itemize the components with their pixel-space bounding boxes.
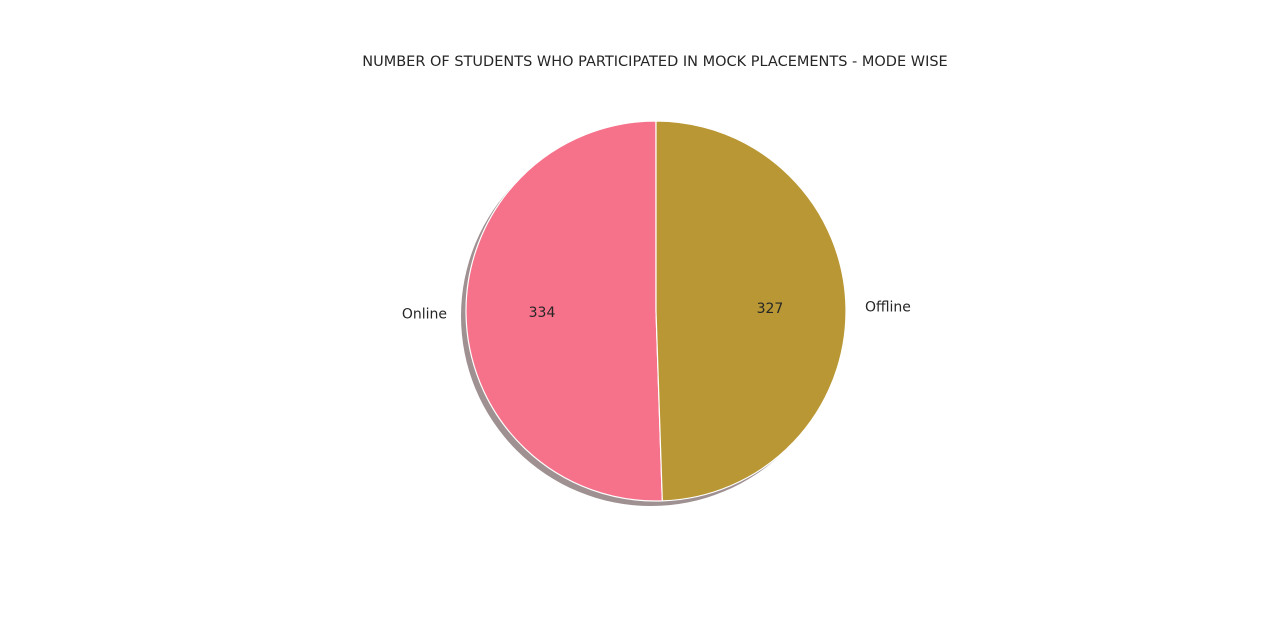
pie-slice-offline: [655, 120, 847, 502]
slice-label-offline: Offline: [865, 300, 911, 316]
value-label-offline: 327: [757, 301, 784, 317]
pie-labels: Online 334 Offline 327: [402, 300, 911, 323]
chart-title: NUMBER OF STUDENTS WHO PARTICIPATED IN M…: [362, 54, 947, 70]
slice-label-online: Online: [402, 306, 447, 322]
value-label-online: 334: [529, 305, 556, 321]
pie-slice-online: [465, 120, 663, 502]
pie-slices: [465, 120, 847, 502]
